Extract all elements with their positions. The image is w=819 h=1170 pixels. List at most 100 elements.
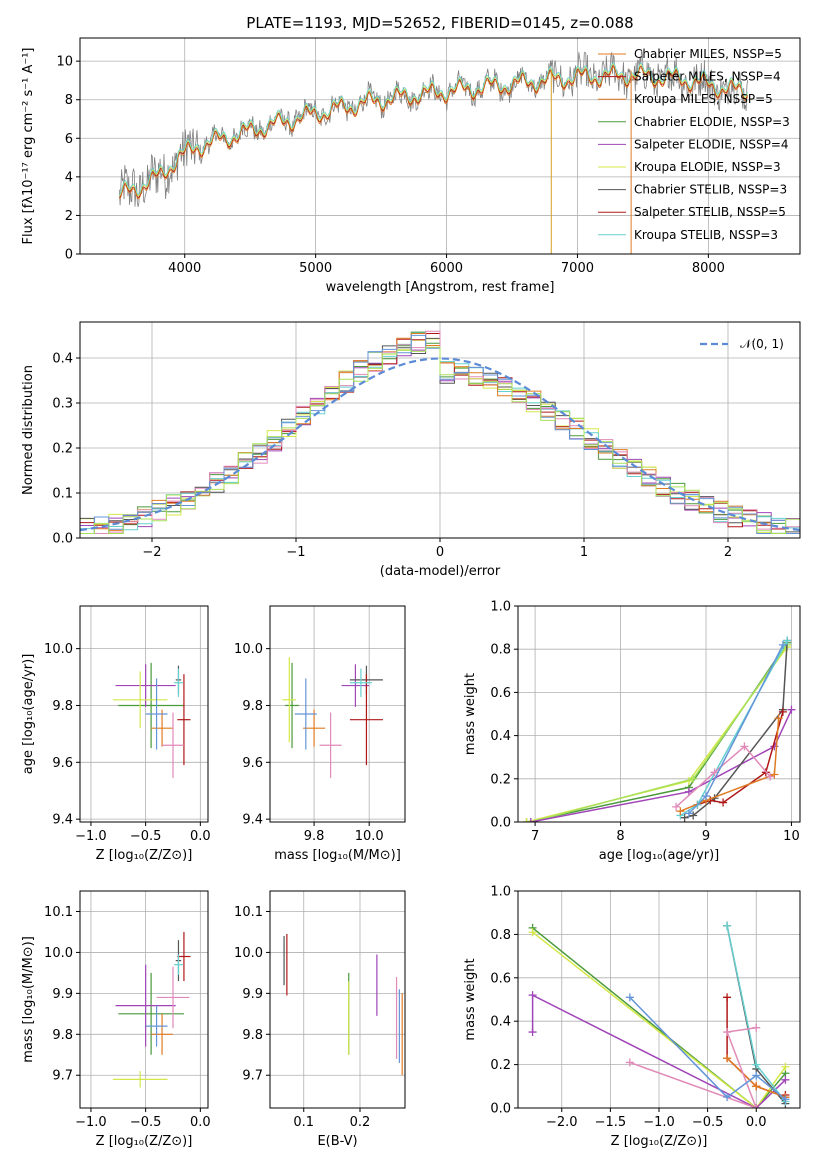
weight-marker xyxy=(778,640,787,649)
weight-marker xyxy=(723,1093,732,1102)
y-tick-label: 9.6 xyxy=(52,756,73,771)
y-tick-label: 0.0 xyxy=(52,532,73,547)
gaussian-curve xyxy=(80,357,800,532)
y-tick-label: 0.6 xyxy=(490,686,511,701)
panel-age_vs_Z: −1.0 −0.5 0.0 9.4 9.6 9.8 10.0 Z [log₁₀(Z/Z⊙)] a… xyxy=(21,605,211,863)
x-tick-label: 0.0 xyxy=(746,1115,767,1130)
weight-line xyxy=(629,996,786,1100)
y-tick-label: 10.1 xyxy=(234,905,263,920)
y-tick-label: 4 xyxy=(65,170,73,185)
axes-frame xyxy=(79,605,209,823)
y-tick-label: 10 xyxy=(56,55,73,70)
weight-line xyxy=(530,709,793,822)
axes-frame xyxy=(269,605,406,823)
x-tick-label: −1.0 xyxy=(75,829,107,844)
x-axis-label: (data-model)/error xyxy=(380,564,501,579)
y-tick-label: 10.0 xyxy=(234,642,263,657)
weight-marker xyxy=(528,928,537,937)
weight-marker xyxy=(625,993,634,1002)
weight-marker xyxy=(522,818,531,822)
y-tick-label: 0.8 xyxy=(490,928,511,943)
weight-marker xyxy=(783,636,792,645)
y-tick-label: 9.9 xyxy=(242,987,263,1002)
x-axis-label: E(B-V) xyxy=(317,1134,357,1149)
panel-age_vs_mass: 9.8 10.0 9.4 9.6 9.8 10.0 mass [log₁₀(M/M⊙)] xyxy=(234,605,406,863)
y-tick-label: 0.2 xyxy=(490,772,511,787)
weight-marker xyxy=(752,1104,761,1108)
weight-marker xyxy=(766,772,775,781)
residual-histogram xyxy=(80,346,800,534)
y-tick-label: 9.7 xyxy=(52,1069,73,1084)
x-tick-label: 8000 xyxy=(692,261,725,276)
weight-marker xyxy=(781,1095,790,1104)
y-tick-label: 0.2 xyxy=(52,442,73,457)
y-tick-label: 9.8 xyxy=(242,699,263,714)
weight-marker xyxy=(625,1058,634,1067)
y-tick-label: 10.0 xyxy=(234,946,263,961)
weight-marker xyxy=(770,770,779,779)
y-tick-label: 10.1 xyxy=(44,905,73,920)
weight-marker xyxy=(684,809,693,818)
y-tick-label: 0.0 xyxy=(490,816,511,831)
x-tick-label: 8 xyxy=(616,829,624,844)
weight-line xyxy=(675,745,771,808)
y-tick-label: 0.1 xyxy=(52,487,73,502)
weight-marker xyxy=(689,811,698,820)
legend-entry: 𝒩(0, 1) xyxy=(740,337,784,351)
y-tick-label: 9.8 xyxy=(52,699,73,714)
axes-frame xyxy=(517,605,801,823)
weight-marker xyxy=(787,705,796,714)
x-tick-label: 0 xyxy=(436,545,444,560)
y-tick-label: 9.8 xyxy=(242,1028,263,1043)
y-tick-label: 1.0 xyxy=(490,600,511,615)
y-tick-label: 0.0 xyxy=(490,1102,511,1117)
x-tick-label: −1.0 xyxy=(75,1115,107,1130)
x-tick-label: 6000 xyxy=(430,261,463,276)
weight-line xyxy=(526,642,788,822)
plot-area xyxy=(80,891,208,1108)
x-tick-label: 9 xyxy=(702,829,710,844)
weight-line xyxy=(532,927,786,1108)
x-tick-label: 9.8 xyxy=(304,829,325,844)
weight-marker xyxy=(752,1023,761,1032)
x-tick-label: −0.5 xyxy=(692,1115,724,1130)
weight-marker xyxy=(778,707,787,716)
model-spectrum xyxy=(119,65,748,198)
y-axis-label: mass weight xyxy=(463,958,478,1040)
y-tick-label: 1.0 xyxy=(490,885,511,900)
weight-marker xyxy=(723,1028,732,1037)
x-tick-label: 4000 xyxy=(168,261,201,276)
plot-area xyxy=(518,891,800,1108)
x-tick-label: 0.0 xyxy=(190,1115,211,1130)
panel-spectrum: Chabrier MILES, NSSP=5 Salpeter MILES, NS… xyxy=(21,37,801,295)
weight-marker xyxy=(528,991,537,1000)
x-axis-label: Z [log₁₀(Z/Z⊙)] xyxy=(611,1134,708,1149)
y-tick-label: 8 xyxy=(65,93,73,108)
x-tick-label: −0.5 xyxy=(130,1115,162,1130)
legend-entry: Kroupa STELIB, NSSP=3 xyxy=(634,228,778,242)
weight-marker xyxy=(719,798,728,807)
y-tick-label: 6 xyxy=(65,132,73,147)
y-tick-label: 10.0 xyxy=(44,946,73,961)
x-axis-label: Z [log₁₀(Z/Z⊙)] xyxy=(96,848,193,863)
legend-entry: Salpeter MILES, NSSP=4 xyxy=(634,70,781,84)
weight-marker xyxy=(752,1060,761,1069)
x-tick-label: 0.1 xyxy=(293,1115,314,1130)
x-axis-label: mass [log₁₀(M/M⊙)] xyxy=(274,848,401,863)
weight-marker xyxy=(723,993,732,1002)
x-tick-label: 7 xyxy=(531,829,539,844)
y-tick-label: 0 xyxy=(65,248,73,263)
model-spectrum xyxy=(119,61,748,195)
legend-entry: Chabrier ELODIE, NSSP=3 xyxy=(634,115,790,129)
panel-mass_vs_ebv: 0.1 0.2 9.7 9.8 9.9 10.0 10.1 E(B-V) xyxy=(234,890,406,1149)
plot-area xyxy=(80,606,208,822)
weight-line xyxy=(531,993,786,1108)
y-axis-label: Flux [fλ10⁻¹⁷ erg cm⁻² s⁻¹ A⁻¹] xyxy=(21,48,36,245)
x-tick-label: 10 xyxy=(783,829,800,844)
plot-area xyxy=(80,38,800,254)
weight-line xyxy=(530,644,788,822)
y-tick-label: 0.8 xyxy=(490,643,511,658)
weight-marker xyxy=(672,802,681,811)
y-tick-label: 0.4 xyxy=(52,352,73,367)
